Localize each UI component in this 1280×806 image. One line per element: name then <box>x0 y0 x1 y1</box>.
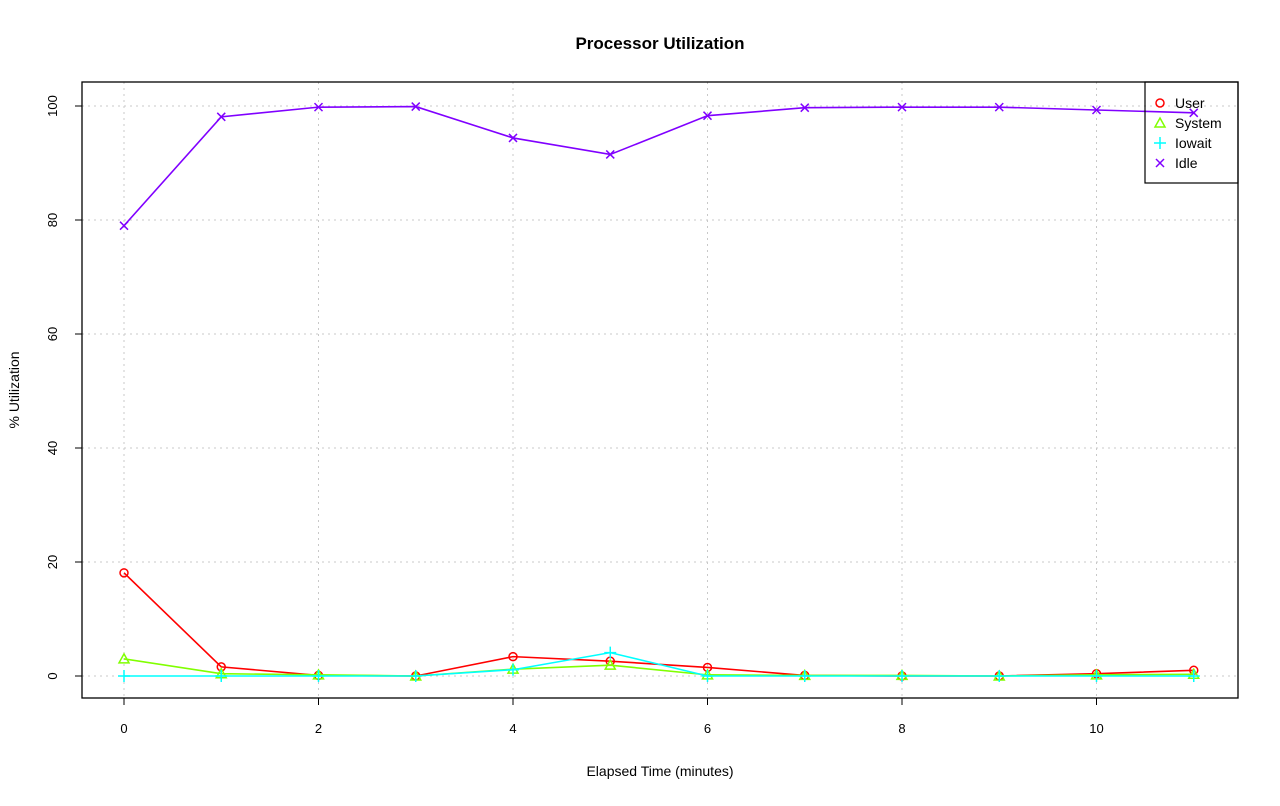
data-point <box>701 670 714 682</box>
data-point <box>1090 670 1103 682</box>
data-point <box>312 670 325 682</box>
data-point <box>1091 105 1102 115</box>
data-point <box>508 133 518 143</box>
y-tick-label: 40 <box>45 441 60 455</box>
data-point <box>313 102 324 112</box>
legend-label: Iowait <box>1175 135 1212 151</box>
data-point <box>798 670 811 682</box>
legend-label: Idle <box>1175 155 1198 171</box>
data-point <box>603 658 617 670</box>
data-point <box>118 670 130 682</box>
data-point <box>411 102 421 112</box>
data-point <box>119 568 129 578</box>
legend-marker <box>1153 116 1167 128</box>
legend-label: System <box>1175 115 1222 131</box>
plot-frame <box>81 81 1239 699</box>
data-point <box>994 102 1004 112</box>
series-line <box>123 658 1194 677</box>
series-iowait <box>118 646 1200 682</box>
data-point <box>215 670 228 682</box>
data-point <box>1189 108 1199 118</box>
data-point <box>800 103 810 113</box>
data-point <box>119 221 129 231</box>
series-group <box>117 102 1201 682</box>
y-tick-label: 0 <box>45 672 60 679</box>
legend-marker <box>1154 137 1166 149</box>
data-point <box>702 111 713 121</box>
x-tick-label: 6 <box>704 721 711 736</box>
x-tick-label: 4 <box>509 721 516 736</box>
data-point <box>896 670 908 682</box>
legend-marker <box>1155 158 1165 168</box>
legend: User System Iowait Idle <box>1144 81 1239 184</box>
y-tick-label: 20 <box>45 555 60 569</box>
x-tick-label: 8 <box>898 721 905 736</box>
x-axis-label: Elapsed Time (minutes) <box>586 763 733 779</box>
data-point <box>507 663 519 676</box>
series-line <box>124 651 1194 677</box>
data-point <box>604 646 617 659</box>
series-idle <box>119 102 1199 231</box>
data-point <box>993 670 1006 682</box>
y-tick-label: 60 <box>45 327 60 341</box>
series-line <box>123 572 1194 677</box>
legend-label: User <box>1175 95 1205 111</box>
data-point <box>216 112 226 122</box>
series-line <box>123 105 1194 227</box>
data-point <box>897 102 907 112</box>
data-point <box>117 652 131 664</box>
data-point <box>605 149 615 159</box>
x-tick-label: 10 <box>1089 721 1103 736</box>
y-tick-label: 80 <box>45 213 60 227</box>
data-point <box>1187 670 1200 682</box>
legend-marker <box>1155 98 1165 108</box>
chart-title: Processor Utilization <box>575 34 744 53</box>
grid <box>82 82 1238 698</box>
data-point <box>409 670 422 682</box>
legend-box <box>1144 81 1239 184</box>
y-axis-label: % Utilization <box>6 351 22 428</box>
y-tick-label: 100 <box>45 95 60 117</box>
data-point <box>508 651 518 662</box>
x-tick-label: 2 <box>315 721 322 736</box>
series-user <box>119 568 1199 681</box>
x-tick-label: 0 <box>120 721 127 736</box>
